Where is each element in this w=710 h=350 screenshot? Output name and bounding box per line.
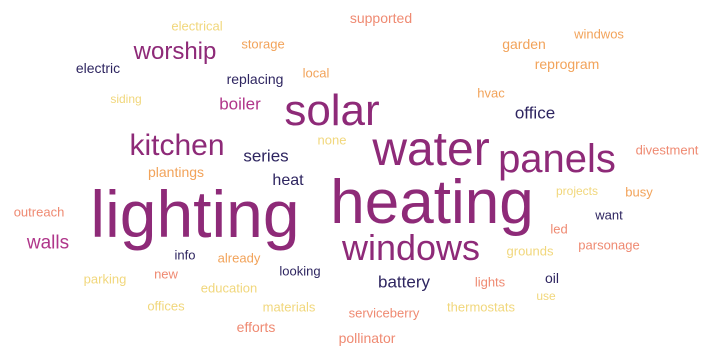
cloud-word: offices xyxy=(147,298,185,314)
cloud-word: garden xyxy=(502,36,546,52)
cloud-word: grounds xyxy=(506,243,554,259)
cloud-word: boiler xyxy=(219,94,261,114)
cloud-word: heating xyxy=(330,168,534,237)
cloud-word: electric xyxy=(75,60,121,76)
cloud-word: education xyxy=(200,280,258,296)
cloud-word: oil xyxy=(544,270,560,286)
cloud-word: windwos xyxy=(574,26,624,42)
cloud-word: replacing xyxy=(226,71,284,87)
cloud-word: use xyxy=(536,289,556,303)
cloud-word: led xyxy=(550,221,568,237)
cloud-word: office xyxy=(514,103,556,123)
cloud-word: pollinator xyxy=(338,330,396,346)
cloud-word: lighting xyxy=(90,177,300,251)
cloud-word: plantings xyxy=(147,164,205,180)
cloud-word: none xyxy=(317,132,347,148)
cloud-word: efforts xyxy=(236,319,276,335)
cloud-word: siding xyxy=(110,92,142,106)
cloud-word: reprogram xyxy=(534,56,600,72)
cloud-word: divestment xyxy=(635,142,699,158)
cloud-word: thermostats xyxy=(447,299,515,315)
cloud-word: local xyxy=(302,65,330,81)
cloud-word: hvac xyxy=(477,85,505,101)
cloud-word: water xyxy=(372,123,490,176)
cloud-word: parsonage xyxy=(578,237,640,253)
cloud-word: already xyxy=(217,250,261,266)
cloud-word: info xyxy=(174,247,196,263)
cloud-word: panels xyxy=(498,137,616,181)
cloud-word: windows xyxy=(341,227,481,268)
cloud-word: parking xyxy=(83,271,127,287)
cloud-word: series xyxy=(243,146,289,166)
cloud-word: projects xyxy=(555,184,599,198)
cloud-word: worship xyxy=(133,38,217,65)
cloud-word: serviceberry xyxy=(348,305,420,321)
cloud-word: storage xyxy=(241,36,285,52)
cloud-word: outreach xyxy=(13,204,65,220)
cloud-word: supported xyxy=(349,10,413,26)
cloud-word: new xyxy=(154,266,178,282)
cloud-word: battery xyxy=(378,272,430,292)
cloud-word: heat xyxy=(272,172,304,189)
cloud-word: electrical xyxy=(171,18,223,34)
cloud-word: solar xyxy=(284,86,380,135)
cloud-word: lights xyxy=(474,274,506,290)
cloud-word: want xyxy=(595,207,623,223)
cloud-word: busy xyxy=(625,184,653,200)
cloud-word: looking xyxy=(279,263,321,279)
cloud-word: walls xyxy=(26,232,70,254)
cloud-word: materials xyxy=(262,299,316,315)
cloud-word: kitchen xyxy=(129,129,225,162)
